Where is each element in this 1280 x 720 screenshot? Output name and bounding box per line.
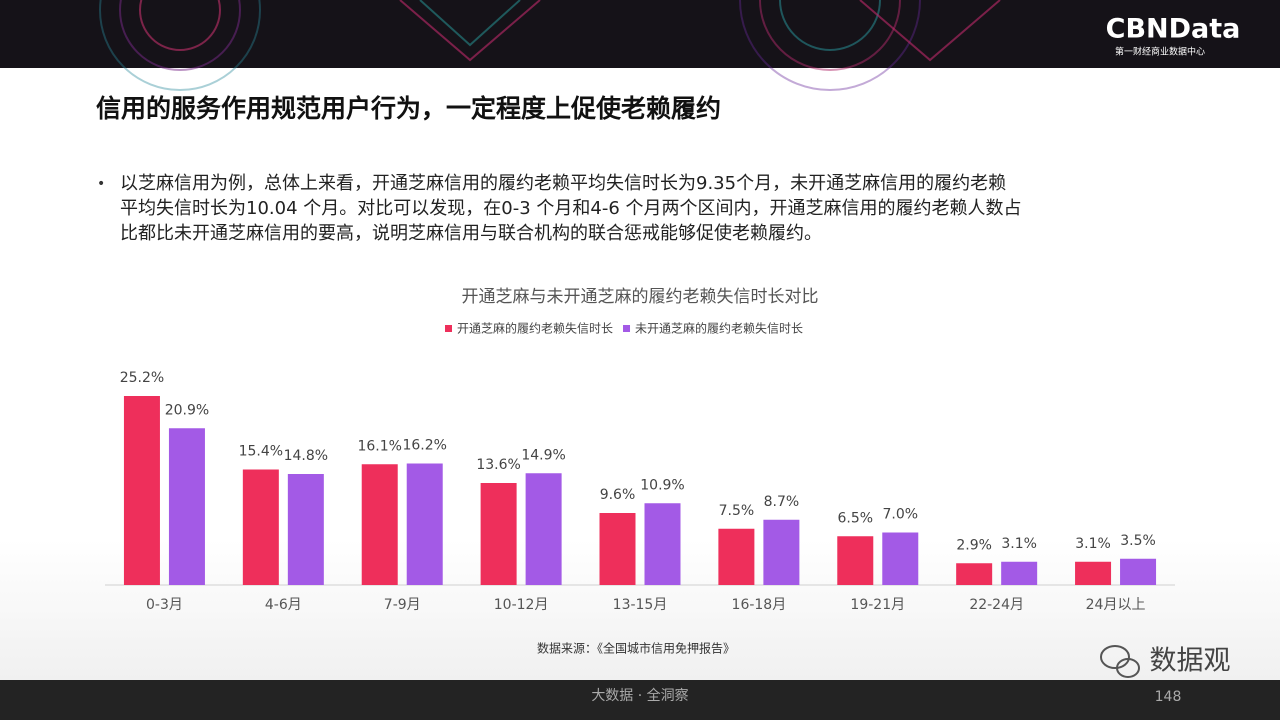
bar <box>599 513 636 585</box>
legend-label: 未开通芝麻的履约老赖失信时长 <box>635 321 803 336</box>
logo: CBNData <box>1106 14 1241 45</box>
bar <box>123 396 160 585</box>
legend-label: 开通芝麻的履约老赖失信时长 <box>457 321 613 336</box>
data-label: 20.9% <box>165 402 209 418</box>
bar <box>406 463 443 585</box>
bar <box>1120 558 1157 585</box>
watermark: 数据观 <box>1150 646 1231 677</box>
bar <box>956 563 993 585</box>
data-label: 2.9% <box>956 537 992 553</box>
bar <box>168 428 205 585</box>
x-tick-label: 19-21月 <box>850 597 905 613</box>
data-label: 13.6% <box>476 457 520 473</box>
data-label: 16.1% <box>357 438 401 454</box>
x-tick-label: 7-9月 <box>384 597 421 613</box>
bar <box>287 474 324 585</box>
data-label: 6.5% <box>837 510 873 526</box>
data-label: 16.2% <box>402 438 446 454</box>
footer-slogan: 大数据 · 全洞察 <box>591 687 688 704</box>
logo-subtitle: 第一财经商业数据中心 <box>1115 46 1205 58</box>
data-label: 3.1% <box>1001 536 1037 552</box>
data-label: 3.5% <box>1120 533 1156 549</box>
bar <box>242 469 279 585</box>
x-tick-label: 24月以上 <box>1086 597 1146 613</box>
bar <box>882 532 919 585</box>
data-label: 7.5% <box>719 503 755 519</box>
source: 数据来源：《全国城市信用免押报告》 <box>537 641 735 656</box>
bar <box>763 519 800 585</box>
x-tick-label: 22-24月 <box>969 597 1024 613</box>
bullet-line: 以芝麻信用为例，总体上来看，开通芝麻信用的履约老赖平均失信时长为9.35个月，未… <box>120 173 1006 194</box>
x-tick-label: 4-6月 <box>265 597 302 613</box>
slide-title: 信用的服务作用规范用户行为，一定程度上促使老赖履约 <box>96 94 721 123</box>
legend-swatch <box>445 325 452 332</box>
bar <box>480 483 517 585</box>
data-label: 25.2% <box>120 370 164 386</box>
bullet-line: 比都比未开通芝麻信用的要高，说明芝麻信用与联合机构的联合惩戒能够促使老赖履约。 <box>120 223 822 244</box>
bar <box>644 503 681 585</box>
bar <box>361 464 398 585</box>
chart-title: 开通芝麻与未开通芝麻的履约老赖失信时长对比 <box>462 287 819 307</box>
banner <box>0 0 1280 68</box>
banner-decoration <box>99 0 1001 91</box>
data-label: 7.0% <box>882 507 918 523</box>
x-tick-label: 10-12月 <box>494 597 549 613</box>
data-label: 14.8% <box>284 448 328 464</box>
data-label: 3.1% <box>1075 536 1111 552</box>
data-label: 14.9% <box>521 447 565 463</box>
bar <box>525 473 562 585</box>
data-label: 9.6% <box>600 487 636 503</box>
data-label: 15.4% <box>239 444 283 460</box>
legend-swatch <box>623 325 631 332</box>
bar <box>718 528 755 585</box>
data-label: 10.9% <box>640 477 684 493</box>
page-number: 148 <box>1155 689 1182 705</box>
x-tick-label: 13-15月 <box>613 597 668 613</box>
bullet-dot: • <box>97 176 105 192</box>
bullet-line: 平均失信时长为10.04 个月。对比可以发现，在0-3 个月和4-6 个月两个区… <box>120 198 1022 219</box>
x-tick-label: 16-18月 <box>732 597 787 613</box>
x-tick-label: 0-3月 <box>146 597 183 613</box>
bar <box>837 536 874 585</box>
footer-bar <box>0 680 1280 720</box>
watermark-icon <box>1100 645 1140 678</box>
data-label: 8.7% <box>764 494 800 510</box>
bar <box>1075 561 1112 585</box>
bar <box>1001 561 1038 585</box>
